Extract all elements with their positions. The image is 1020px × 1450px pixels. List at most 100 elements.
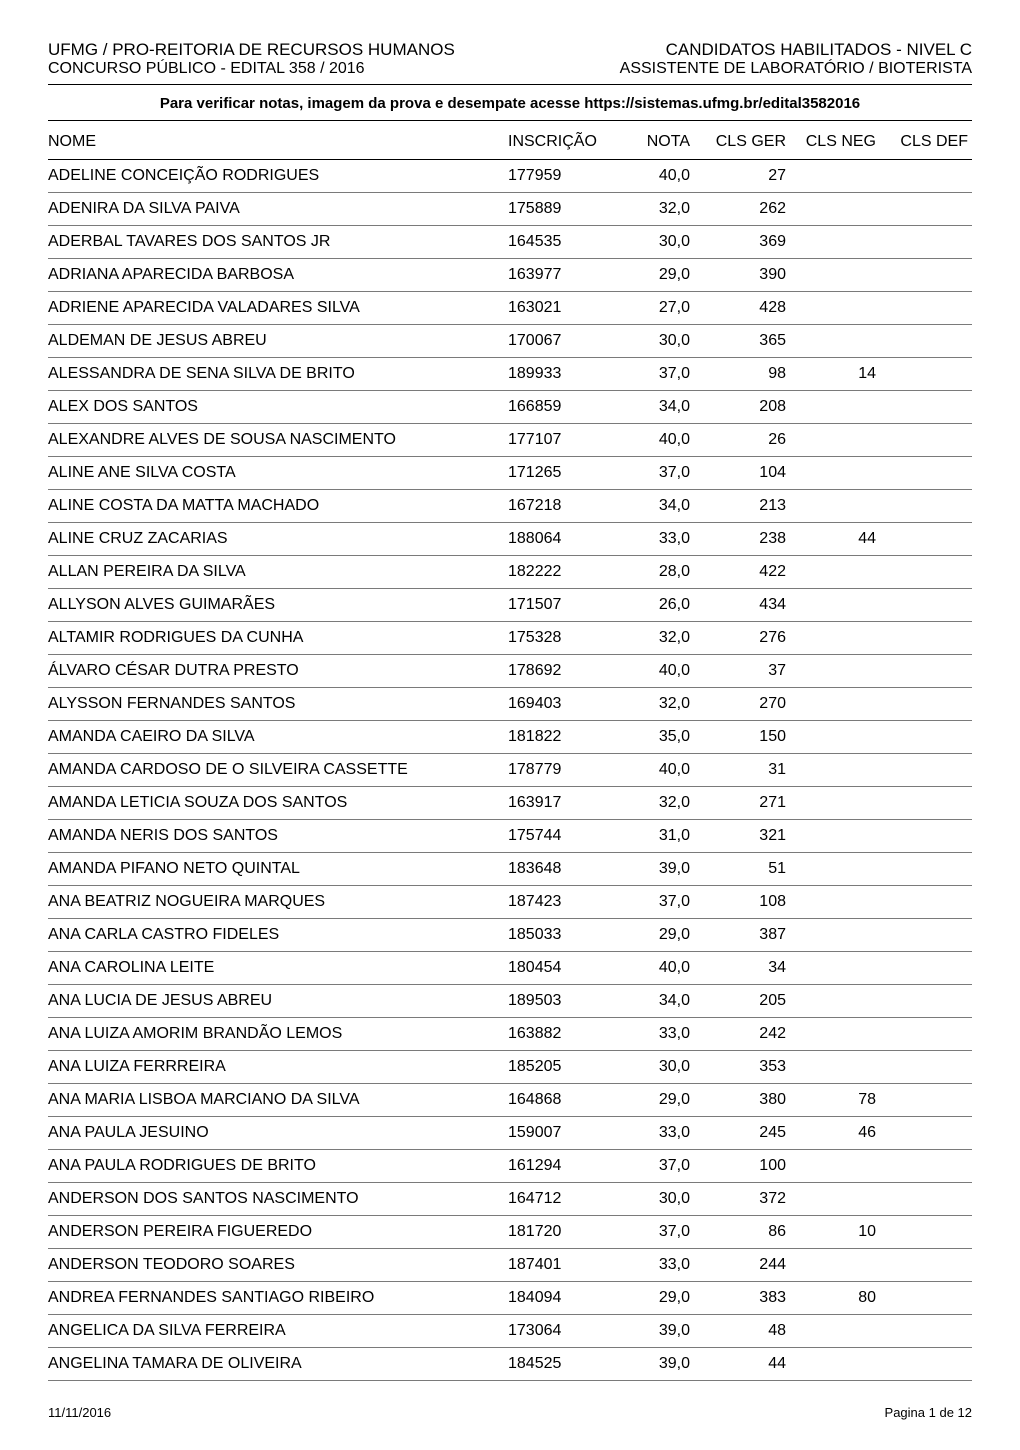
cell-clsdef <box>888 596 968 614</box>
cell-nome: ALINE COSTA DA MATTA MACHADO <box>48 497 508 515</box>
cell-clsger: 104 <box>708 464 798 482</box>
table-row: ALDEMAN DE JESUS ABREU17006730,0365 <box>48 325 972 358</box>
cell-nota: 32,0 <box>628 200 708 218</box>
cell-clsger: 205 <box>708 992 798 1010</box>
cell-clsger: 271 <box>708 794 798 812</box>
cell-clsdef <box>888 431 968 449</box>
cell-nota: 39,0 <box>628 1322 708 1340</box>
cell-clsdef <box>888 464 968 482</box>
cell-clsger: 372 <box>708 1190 798 1208</box>
cell-clsger: 262 <box>708 200 798 218</box>
cell-nome: ALLYSON ALVES GUIMARÃES <box>48 596 508 614</box>
cell-clsdef <box>888 497 968 515</box>
cell-nota: 29,0 <box>628 926 708 944</box>
cell-clsger: 37 <box>708 662 798 680</box>
cell-clsdef <box>888 233 968 251</box>
cell-clsger: 100 <box>708 1157 798 1175</box>
cell-nota: 40,0 <box>628 167 708 185</box>
cell-nome: ADENIRA DA SILVA PAIVA <box>48 200 508 218</box>
cell-clsneg <box>798 728 888 746</box>
cell-clsdef <box>888 266 968 284</box>
cell-clsger: 276 <box>708 629 798 647</box>
cell-clsger: 353 <box>708 1058 798 1076</box>
cell-clsneg <box>798 761 888 779</box>
footer-page: Pagina 1 de 12 <box>885 1405 972 1420</box>
cell-clsdef <box>888 200 968 218</box>
table-row: ALLYSON ALVES GUIMARÃES17150726,0434 <box>48 589 972 622</box>
cell-nota: 29,0 <box>628 1091 708 1109</box>
table-row: ALINE COSTA DA MATTA MACHADO16721834,021… <box>48 490 972 523</box>
cell-clsger: 48 <box>708 1322 798 1340</box>
cell-inscricao: 184094 <box>508 1289 628 1307</box>
cell-clsdef <box>888 926 968 944</box>
cell-nota: 30,0 <box>628 233 708 251</box>
cell-clsneg <box>798 1157 888 1175</box>
cell-clsger: 380 <box>708 1091 798 1109</box>
cell-clsger: 390 <box>708 266 798 284</box>
cell-clsneg <box>798 299 888 317</box>
cell-clsneg <box>798 695 888 713</box>
cell-inscricao: 166859 <box>508 398 628 416</box>
cell-clsger: 434 <box>708 596 798 614</box>
cell-nome: AMANDA NERIS DOS SANTOS <box>48 827 508 845</box>
cell-nota: 26,0 <box>628 596 708 614</box>
cell-nome: ALINE CRUZ ZACARIAS <box>48 530 508 548</box>
cell-clsneg: 46 <box>798 1124 888 1142</box>
org-name: UFMG / PRO-REITORIA DE RECURSOS HUMANOS <box>48 40 455 60</box>
cell-clsneg <box>798 860 888 878</box>
cell-clsger: 422 <box>708 563 798 581</box>
cell-nota: 29,0 <box>628 266 708 284</box>
cell-clsger: 369 <box>708 233 798 251</box>
cell-inscricao: 183648 <box>508 860 628 878</box>
cell-inscricao: 163021 <box>508 299 628 317</box>
header-row-2: CONCURSO PÚBLICO - EDITAL 358 / 2016 ASS… <box>48 60 972 78</box>
cell-nota: 31,0 <box>628 827 708 845</box>
cell-nome: ADERBAL TAVARES DOS SANTOS JR <box>48 233 508 251</box>
cell-nome: ANA CARLA CASTRO FIDELES <box>48 926 508 944</box>
cell-inscricao: 169403 <box>508 695 628 713</box>
cell-nota: 40,0 <box>628 761 708 779</box>
cell-nome: ALESSANDRA DE SENA SILVA DE BRITO <box>48 365 508 383</box>
cell-clsdef <box>888 1322 968 1340</box>
page-footer: 11/11/2016 Pagina 1 de 12 <box>48 1381 972 1420</box>
cell-inscricao: 163917 <box>508 794 628 812</box>
cell-nome: ALINE ANE SILVA COSTA <box>48 464 508 482</box>
table-row: ANA MARIA LISBOA MARCIANO DA SILVA164868… <box>48 1084 972 1117</box>
cell-clsdef <box>888 827 968 845</box>
cell-clsger: 213 <box>708 497 798 515</box>
table-row: ALEXANDRE ALVES DE SOUSA NASCIMENTO17710… <box>48 424 972 457</box>
cell-clsdef <box>888 1091 968 1109</box>
cell-nota: 34,0 <box>628 992 708 1010</box>
cell-nome: ALEXANDRE ALVES DE SOUSA NASCIMENTO <box>48 431 508 449</box>
table-row: ADENIRA DA SILVA PAIVA17588932,0262 <box>48 193 972 226</box>
cell-clsdef <box>888 1289 968 1307</box>
cell-nome: AMANDA PIFANO NETO QUINTAL <box>48 860 508 878</box>
cell-clsdef <box>888 629 968 647</box>
table-row: AMANDA LETICIA SOUZA DOS SANTOS16391732,… <box>48 787 972 820</box>
cell-nota: 30,0 <box>628 332 708 350</box>
cell-clsneg <box>798 1256 888 1274</box>
cell-inscricao: 175328 <box>508 629 628 647</box>
cell-clsneg <box>798 1058 888 1076</box>
cell-nome: ANA BEATRIZ NOGUEIRA MARQUES <box>48 893 508 911</box>
cell-nome: ALYSSON FERNANDES SANTOS <box>48 695 508 713</box>
role-info: ASSISTENTE DE LABORATÓRIO / BIOTERISTA <box>620 60 972 78</box>
col-header-clsneg: CLS NEG <box>798 133 888 151</box>
cell-clsneg <box>798 794 888 812</box>
cell-nome: ANA LUIZA AMORIM BRANDÃO LEMOS <box>48 1025 508 1043</box>
cell-clsneg <box>798 992 888 1010</box>
cell-clsdef <box>888 299 968 317</box>
cell-clsger: 31 <box>708 761 798 779</box>
table-row: ANA BEATRIZ NOGUEIRA MARQUES18742337,010… <box>48 886 972 919</box>
doc-title: CANDIDATOS HABILITADOS - NIVEL C <box>666 40 972 60</box>
cell-nota: 27,0 <box>628 299 708 317</box>
cell-nome: ANDERSON DOS SANTOS NASCIMENTO <box>48 1190 508 1208</box>
cell-clsneg <box>798 629 888 647</box>
cell-nota: 33,0 <box>628 1256 708 1274</box>
cell-inscricao: 181720 <box>508 1223 628 1241</box>
cell-clsdef <box>888 398 968 416</box>
cell-nome: ANA PAULA JESUINO <box>48 1124 508 1142</box>
table-row: ANDREA FERNANDES SANTIAGO RIBEIRO1840942… <box>48 1282 972 1315</box>
table-row: ANGELICA DA SILVA FERREIRA17306439,048 <box>48 1315 972 1348</box>
cell-clsdef <box>888 959 968 977</box>
